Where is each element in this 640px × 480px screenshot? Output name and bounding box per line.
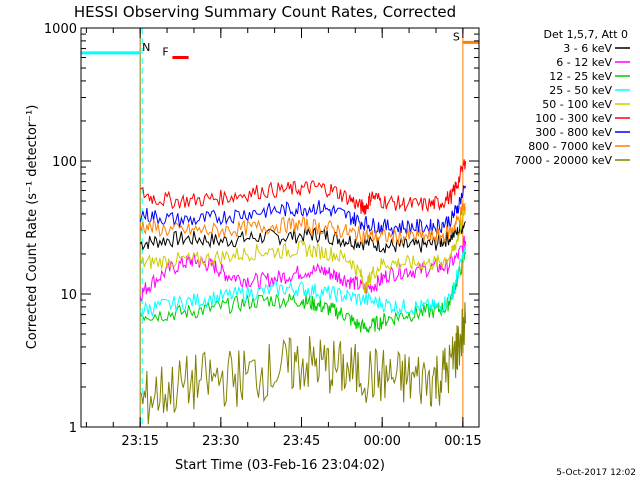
y-tick-label: 10 <box>60 288 77 303</box>
timestamp: 5-Oct-2017 12:02 <box>556 468 636 478</box>
series-line <box>139 202 466 245</box>
series-line <box>139 204 467 295</box>
legend-label: 300 - 800 keV <box>535 126 612 139</box>
x-axis-label: Start Time (03-Feb-16 23:04:02) <box>175 458 385 473</box>
y-tick-label: 1 <box>69 421 77 436</box>
x-tick-label: 00:00 <box>363 434 400 449</box>
legend-label: 100 - 300 keV <box>535 112 612 125</box>
legend-label: 6 - 12 keV <box>556 56 612 69</box>
legend-label: 800 - 7000 keV <box>528 140 612 153</box>
axis-ticks: 1 10 100 1000 23:15 23:30 23:45 00:00 00:15 <box>44 22 482 449</box>
legend-label: 50 - 100 keV <box>542 98 612 111</box>
series-line <box>139 185 467 235</box>
series-line <box>139 248 467 318</box>
plot-frame <box>80 27 480 428</box>
x-tick-label: 00:15 <box>444 434 481 449</box>
series-line <box>140 251 467 333</box>
legend-label: 12 - 25 keV <box>549 70 612 83</box>
y-axis-label: Corrected Count Rate (s⁻¹ detector⁻¹) <box>25 105 40 350</box>
legend-label: 25 - 50 keV <box>549 84 612 97</box>
y-tick-label: 100 <box>52 155 77 170</box>
x-tick-label: 23:30 <box>202 434 239 449</box>
series-line <box>139 302 467 425</box>
flag-label: N <box>142 41 150 54</box>
flag-label: F <box>162 46 168 59</box>
chart-title: HESSI Observing Summary Count Rates, Cor… <box>74 3 456 21</box>
y-tick-label: 1000 <box>44 22 77 37</box>
series-line <box>139 235 467 302</box>
series-line <box>139 159 467 215</box>
x-tick-label: 23:15 <box>121 434 158 449</box>
legend-title: Det 1,5,7, Att 0 <box>544 28 628 41</box>
x-tick-label: 23:45 <box>283 434 320 449</box>
legend-label: 3 - 6 keV <box>563 42 612 55</box>
flag-label: S <box>453 30 460 43</box>
legend-label: 7000 - 20000 keV <box>514 154 612 167</box>
